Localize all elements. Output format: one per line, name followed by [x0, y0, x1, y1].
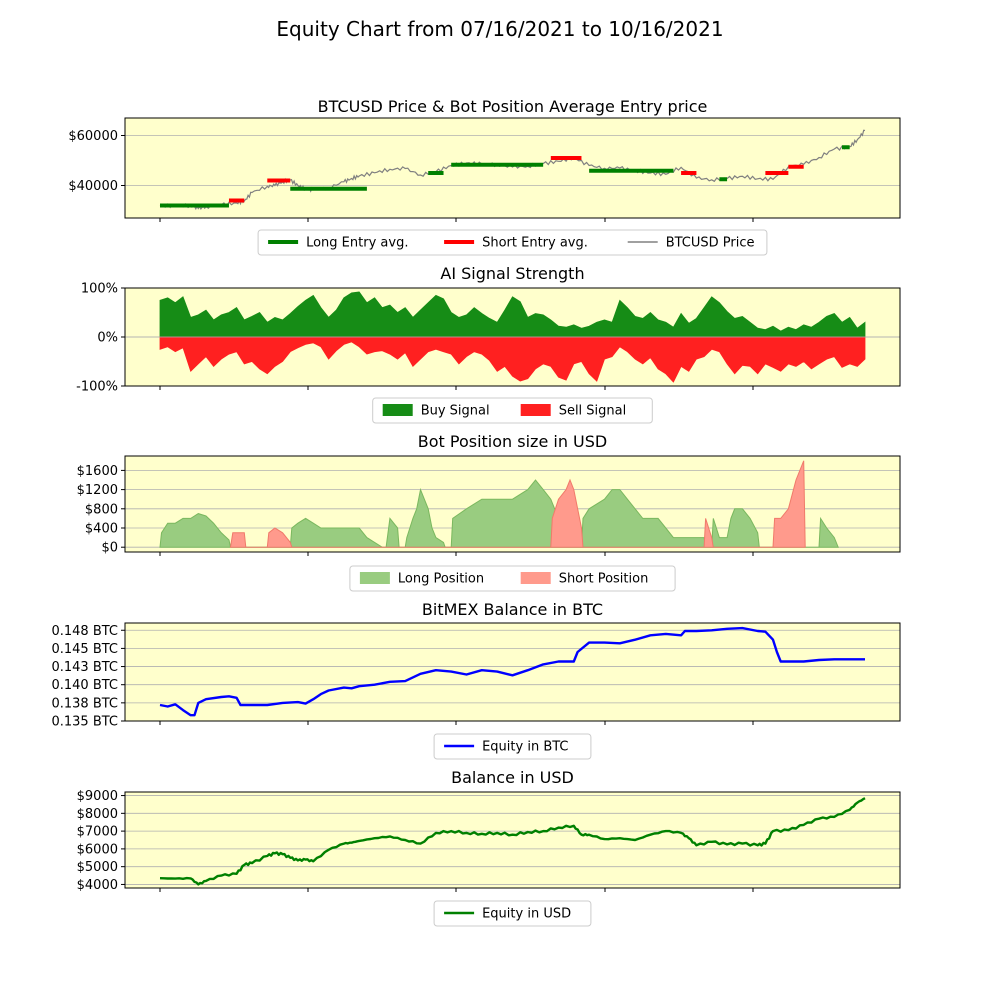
long-position-area [159, 479, 839, 548]
y-tick-label: 0.138 BTC [51, 696, 118, 711]
legend-btc: Equity in BTC [433, 733, 592, 760]
axes-frame [124, 622, 901, 722]
y-tick-label: 0.140 BTC [51, 678, 118, 693]
axes-frame [124, 455, 901, 553]
y-tick-label: 0.143 BTC [51, 660, 118, 675]
legend-label: Short Position [559, 572, 649, 587]
panel-title-price: BTCUSD Price & Bot Position Average Entr… [318, 97, 708, 116]
plot-area-price [125, 118, 900, 218]
panel-btc: 0.135 BTC 0.138 BTC 0.140 BTC 0.143 BTC 0.14… [51, 600, 901, 760]
series-group-signal [125, 291, 900, 383]
panel-usd: $4000 $5000 $6000 $7000 $8000 $9000 Balance in… [77, 768, 901, 927]
y-tick-label: 0.148 BTC [51, 624, 118, 639]
y-tick-label: 0.135 BTC [51, 715, 118, 730]
y-tick-label: -100% [76, 380, 118, 395]
legend-label: Buy Signal [421, 404, 490, 419]
y-tick-label: $5000 [77, 860, 118, 875]
y-tick-label: $8000 [77, 807, 118, 822]
y-tick-label: $9000 [77, 789, 118, 804]
y-tick-label: 0% [97, 331, 118, 346]
series-group-usd [159, 797, 866, 886]
legend-box [349, 565, 676, 592]
panel-title-usd: Balance in USD [451, 768, 574, 787]
y-tick-label: $40000 [68, 179, 118, 194]
plot-area-usd [125, 792, 900, 888]
panel-title-btc: BitMEX Balance in BTC [422, 600, 603, 619]
panel-signal: -100% 0% 100% AI Signal Strength Buy Signal S… [76, 264, 901, 424]
legend-box [372, 397, 653, 424]
short-position-legend-swatch [520, 572, 551, 584]
buy-signal-legend-swatch [382, 404, 413, 416]
sell-signal-legend-swatch [520, 404, 551, 416]
series-group-price [159, 129, 866, 211]
equity-line-usd [159, 797, 866, 886]
figure-title: Equity Chart from 07/16/2021 to 10/16/20… [276, 17, 723, 41]
y-tick-label: $6000 [77, 842, 118, 857]
y-tick-label: $800 [85, 502, 118, 517]
legend-label: BTCUSD Price [666, 236, 755, 251]
y-tick-label: $4000 [77, 878, 118, 893]
buy-signal-area [159, 291, 866, 338]
panel-title-position: Bot Position size in USD [418, 432, 607, 451]
legend-label: Sell Signal [559, 404, 627, 419]
axes-frame [124, 791, 901, 889]
sell-signal-area [159, 336, 866, 383]
y-tick-label: $400 [85, 522, 118, 537]
y-tick-label: 100% [81, 282, 118, 297]
legend-label: Equity in BTC [482, 740, 568, 755]
legend-price: Long Entry avg. Short Entry avg. BTCUSD Pr… [257, 229, 768, 256]
legend-box [433, 733, 592, 760]
panels: $40000 $60000 BTCUSD Price & Bot Position … [51, 97, 901, 927]
legend-label: Short Entry avg. [482, 236, 588, 251]
series-group-btc [159, 626, 865, 717]
equity-line-btc [159, 626, 865, 717]
legend-label: Long Position [398, 572, 484, 587]
price-line [159, 129, 866, 211]
y-tick-label: 0.145 BTC [51, 642, 118, 657]
legend-signal: Buy Signal Sell Signal [372, 397, 653, 424]
legend-label: Long Entry avg. [306, 236, 408, 251]
panel-price: $40000 $60000 BTCUSD Price & Bot Position … [68, 97, 901, 256]
short-position-area [229, 460, 806, 548]
legend-box [433, 900, 592, 927]
legend-box [257, 229, 768, 256]
legend-position: Long Position Short Position [349, 565, 676, 592]
legend-label: Equity in USD [482, 907, 571, 922]
series-group-position [159, 460, 839, 548]
y-tick-label: $1600 [77, 464, 118, 479]
y-tick-label: $60000 [68, 129, 118, 144]
axes-frame [124, 117, 901, 219]
panel-position: $0 $400 $800 $1200 $1600 Bot Position size in… [77, 432, 901, 592]
plot-area-btc [125, 623, 900, 721]
panel-title-signal: AI Signal Strength [440, 264, 584, 283]
y-tick-label: $0 [101, 541, 118, 556]
y-tick-label: $1200 [77, 483, 118, 498]
y-tick-label: $7000 [77, 825, 118, 840]
long-position-legend-swatch [359, 572, 390, 584]
legend-usd: Equity in USD [433, 900, 592, 927]
